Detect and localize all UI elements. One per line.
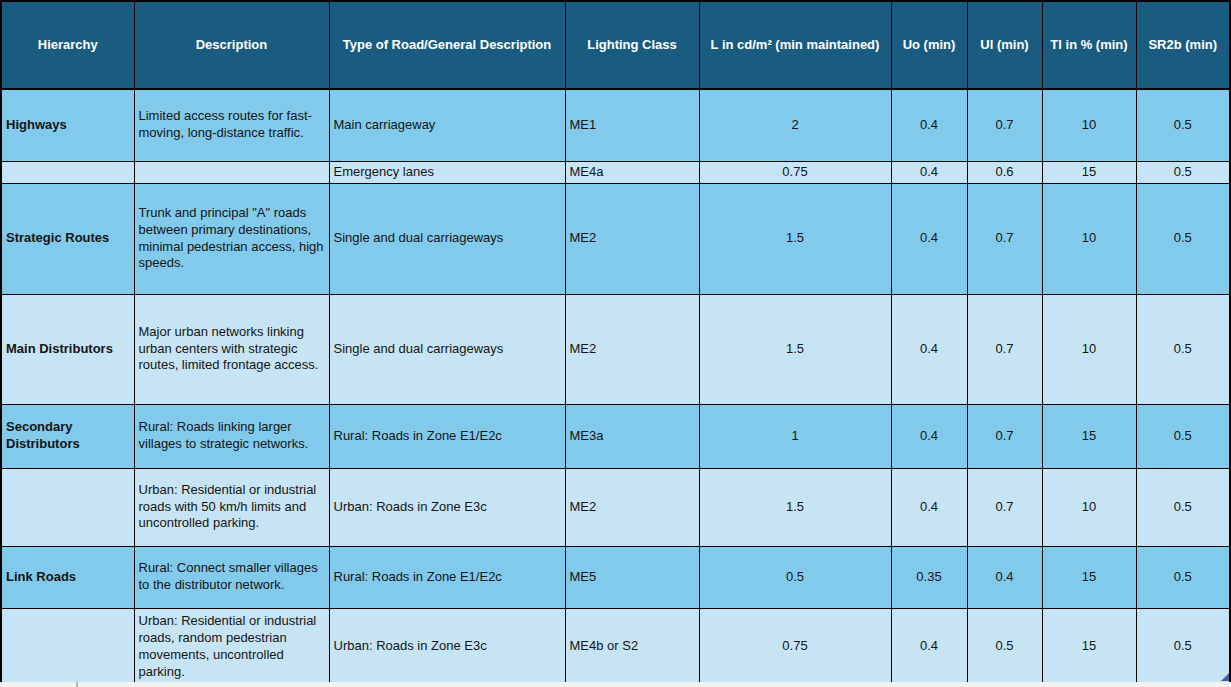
cell-ul[interactable]: 0.7 [967, 89, 1042, 161]
cell-description[interactable]: Trunk and principal "A" roads between pr… [134, 183, 329, 294]
table-row: Link Roads Rural: Connect smaller villag… [1, 546, 1230, 608]
cell-luminance[interactable]: 2 [699, 89, 891, 161]
cell-description[interactable]: Urban: Residential or industrial roads w… [134, 468, 329, 546]
cell-road-type[interactable]: Rural: Roads in Zone E1/E2c [329, 546, 565, 608]
col-header-type-of-road[interactable]: Type of Road/General Description [329, 1, 565, 89]
col-header-ul-min[interactable]: Ul (min) [967, 1, 1042, 89]
cell-road-type[interactable]: Emergency lanes [329, 161, 565, 183]
cell-description[interactable]: Rural: Connect smaller villages to the d… [134, 546, 329, 608]
cell-uo[interactable]: 0.4 [891, 89, 967, 161]
cell-hierarchy[interactable]: Main Distributors [1, 294, 134, 404]
cell-lighting-class[interactable]: ME2 [565, 468, 699, 546]
cell-sr2b[interactable]: 0.5 [1136, 183, 1230, 294]
cell-tl[interactable]: 15 [1042, 546, 1136, 608]
cell-luminance[interactable]: 1.5 [699, 294, 891, 404]
cell-ul[interactable]: 0.6 [967, 161, 1042, 183]
cell-sr2b[interactable]: 0.5 [1136, 546, 1230, 608]
worksheet-gridline [76, 682, 78, 687]
cell-ul[interactable]: 0.7 [967, 294, 1042, 404]
table-row: Emergency lanes ME4a 0.75 0.4 0.6 15 0.5 [1, 161, 1230, 183]
cell-lighting-class[interactable]: ME3a [565, 404, 699, 468]
table-row: Strategic Routes Trunk and principal "A"… [1, 183, 1230, 294]
cell-road-type[interactable]: Urban: Roads in Zone E3c [329, 468, 565, 546]
cell-tl[interactable]: 10 [1042, 183, 1136, 294]
worksheet-area-below-table [0, 682, 1231, 687]
cell-description[interactable]: Limited access routes for fast-moving, l… [134, 89, 329, 161]
cell-sr2b[interactable]: 0.5 [1136, 608, 1230, 686]
col-header-lighting-class[interactable]: Lighting Class [565, 1, 699, 89]
cell-hierarchy[interactable]: Highways [1, 89, 134, 161]
cell-uo[interactable]: 0.4 [891, 294, 967, 404]
cell-description[interactable]: Urban: Residential or industrial roads, … [134, 608, 329, 686]
cell-road-type[interactable]: Single and dual carriageways [329, 294, 565, 404]
cell-uo[interactable]: 0.4 [891, 468, 967, 546]
col-header-tl-percent-min[interactable]: Tl in % (min) [1042, 1, 1136, 89]
cell-tl[interactable]: 10 [1042, 89, 1136, 161]
road-lighting-class-table: Hierarchy Description Type of Road/Gener… [0, 0, 1231, 687]
cell-uo[interactable]: 0.4 [891, 608, 967, 686]
cell-ul[interactable]: 0.7 [967, 183, 1042, 294]
cell-ul[interactable]: 0.7 [967, 468, 1042, 546]
cell-road-type[interactable]: Urban: Roads in Zone E3c [329, 608, 565, 686]
cell-sr2b[interactable]: 0.5 [1136, 404, 1230, 468]
cell-sr2b[interactable]: 0.5 [1136, 294, 1230, 404]
table-row: Urban: Residential or industrial roads w… [1, 468, 1230, 546]
table-row: Main Distributors Major urban networks l… [1, 294, 1230, 404]
cell-hierarchy[interactable] [1, 468, 134, 546]
col-header-luminance[interactable]: L in cd/m² (min maintained) [699, 1, 891, 89]
cell-lighting-class[interactable]: ME4a [565, 161, 699, 183]
cell-uo[interactable]: 0.4 [891, 404, 967, 468]
cell-luminance[interactable]: 1.5 [699, 468, 891, 546]
cell-tl[interactable]: 10 [1042, 468, 1136, 546]
table-row: Highways Limited access routes for fast-… [1, 89, 1230, 161]
cell-luminance[interactable]: 0.75 [699, 161, 891, 183]
cell-luminance[interactable]: 1.5 [699, 183, 891, 294]
cell-tl[interactable]: 15 [1042, 404, 1136, 468]
cell-description[interactable]: Major urban networks linking urban cente… [134, 294, 329, 404]
selection-fill-handle[interactable] [1221, 673, 1229, 681]
col-header-uo-min[interactable]: Uo (min) [891, 1, 967, 89]
cell-luminance[interactable]: 0.75 [699, 608, 891, 686]
cell-description[interactable]: Rural: Roads linking larger villages to … [134, 404, 329, 468]
cell-hierarchy[interactable]: Link Roads [1, 546, 134, 608]
cell-tl[interactable]: 15 [1042, 161, 1136, 183]
cell-lighting-class[interactable]: ME5 [565, 546, 699, 608]
cell-hierarchy[interactable]: Secondary Distributors [1, 404, 134, 468]
cell-uo[interactable]: 0.35 [891, 546, 967, 608]
table-body: Highways Limited access routes for fast-… [1, 89, 1230, 686]
cell-road-type[interactable]: Main carriageway [329, 89, 565, 161]
table-row: Urban: Residential or industrial roads, … [1, 608, 1230, 686]
cell-sr2b[interactable]: 0.5 [1136, 89, 1230, 161]
cell-road-type[interactable]: Rural: Roads in Zone E1/E2c [329, 404, 565, 468]
cell-sr2b[interactable]: 0.5 [1136, 468, 1230, 546]
cell-ul[interactable]: 0.4 [967, 546, 1042, 608]
cell-luminance[interactable]: 1 [699, 404, 891, 468]
cell-hierarchy[interactable] [1, 161, 134, 183]
spreadsheet-view: Hierarchy Description Type of Road/Gener… [0, 0, 1231, 687]
cell-sr2b[interactable]: 0.5 [1136, 161, 1230, 183]
cell-tl[interactable]: 10 [1042, 294, 1136, 404]
cell-uo[interactable]: 0.4 [891, 161, 967, 183]
col-header-sr2b-min[interactable]: SR2b (min) [1136, 1, 1230, 89]
cell-ul[interactable]: 0.7 [967, 404, 1042, 468]
cell-luminance[interactable]: 0.5 [699, 546, 891, 608]
cell-road-type[interactable]: Single and dual carriageways [329, 183, 565, 294]
cell-ul[interactable]: 0.5 [967, 608, 1042, 686]
cell-hierarchy[interactable]: Strategic Routes [1, 183, 134, 294]
cell-tl[interactable]: 15 [1042, 608, 1136, 686]
cell-hierarchy[interactable] [1, 608, 134, 686]
table-header-row: Hierarchy Description Type of Road/Gener… [1, 1, 1230, 89]
cell-lighting-class[interactable]: ME4b or S2 [565, 608, 699, 686]
cell-lighting-class[interactable]: ME1 [565, 89, 699, 161]
table-row: Secondary Distributors Rural: Roads link… [1, 404, 1230, 468]
cell-uo[interactable]: 0.4 [891, 183, 967, 294]
col-header-hierarchy[interactable]: Hierarchy [1, 1, 134, 89]
col-header-description[interactable]: Description [134, 1, 329, 89]
cell-lighting-class[interactable]: ME2 [565, 294, 699, 404]
cell-lighting-class[interactable]: ME2 [565, 183, 699, 294]
cell-description[interactable] [134, 161, 329, 183]
